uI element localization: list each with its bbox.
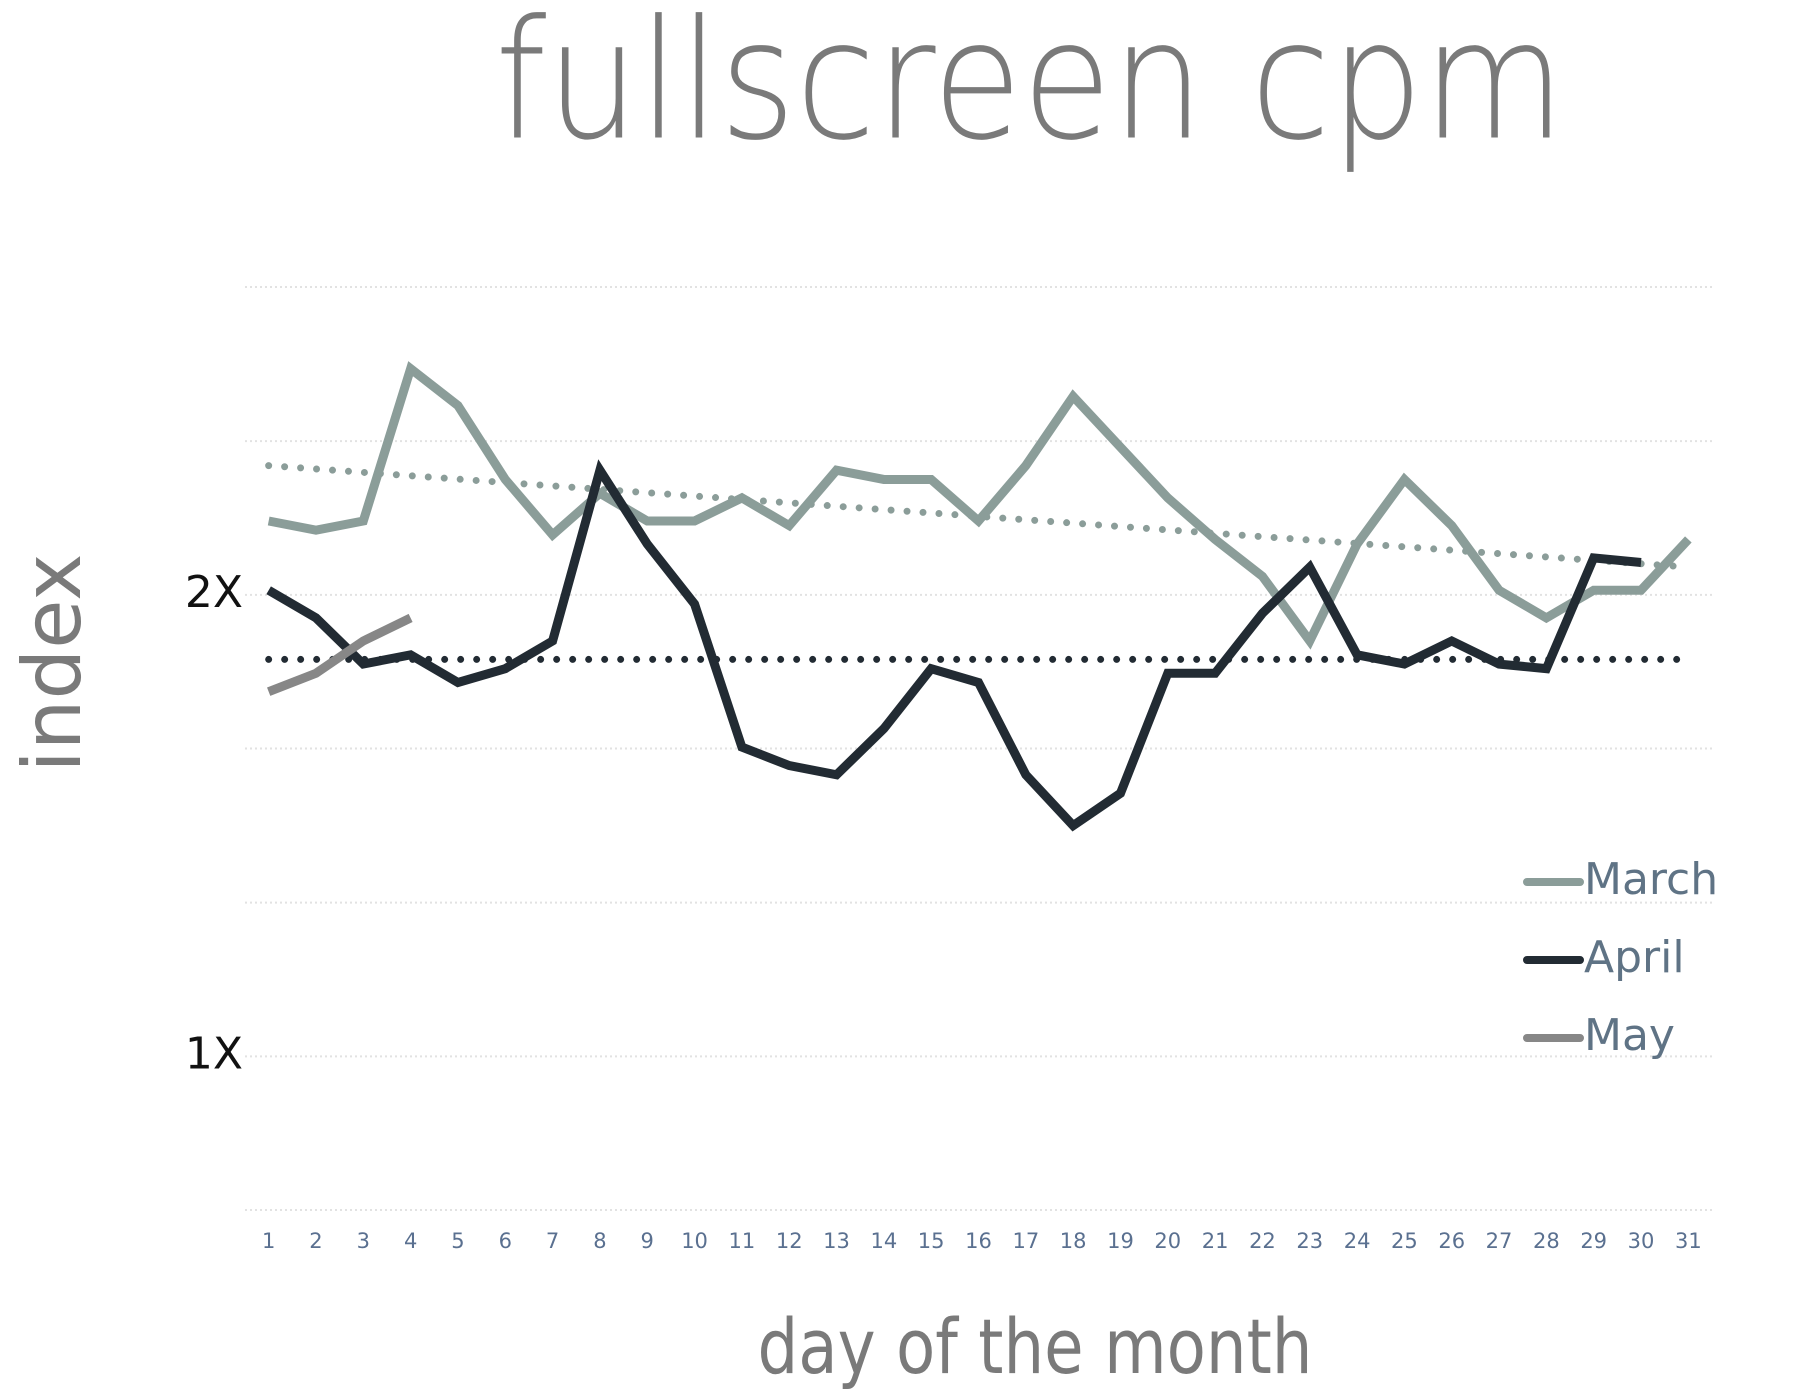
x-tick-label: 11 bbox=[729, 1229, 756, 1253]
x-tick-label: 20 bbox=[1154, 1229, 1181, 1253]
x-axis-label: day of the month bbox=[758, 1302, 1313, 1391]
x-tick-label: 21 bbox=[1202, 1229, 1229, 1253]
x-tick-label: 27 bbox=[1486, 1229, 1513, 1253]
x-tick-label: 17 bbox=[1012, 1229, 1039, 1253]
x-tick-label: 1 bbox=[262, 1229, 275, 1253]
x-tick-label: 13 bbox=[823, 1229, 850, 1253]
y-tick-label: 2X bbox=[185, 567, 243, 618]
x-tick-label: 15 bbox=[918, 1229, 945, 1253]
x-tick-label: 5 bbox=[451, 1229, 464, 1253]
x-tick-label: 24 bbox=[1344, 1229, 1371, 1253]
x-tick-label: 6 bbox=[499, 1229, 512, 1253]
series-line bbox=[266, 459, 1642, 832]
series-line bbox=[267, 361, 1692, 650]
legend-label: March bbox=[1584, 854, 1718, 905]
x-tick-label: 2 bbox=[309, 1229, 322, 1253]
y-tick-label: 1X bbox=[185, 1028, 243, 1079]
legend-label: April bbox=[1584, 932, 1685, 983]
x-tick-label: 31 bbox=[1675, 1229, 1702, 1253]
x-tick-label: 16 bbox=[965, 1229, 992, 1253]
x-tick-label: 28 bbox=[1533, 1229, 1560, 1253]
x-tick-label: 18 bbox=[1060, 1229, 1087, 1253]
x-tick-label: 22 bbox=[1249, 1229, 1276, 1253]
x-tick-label: 3 bbox=[357, 1229, 370, 1253]
x-tick-label: 4 bbox=[404, 1229, 417, 1253]
x-tick-label: 12 bbox=[776, 1229, 803, 1253]
x-tick-label: 23 bbox=[1296, 1229, 1323, 1253]
chart-title: fullscreen cpm bbox=[495, 0, 1565, 177]
x-tick-label: 10 bbox=[681, 1229, 708, 1253]
series-line bbox=[267, 613, 413, 696]
legend-label: May bbox=[1584, 1010, 1675, 1061]
x-tick-label: 14 bbox=[870, 1229, 897, 1253]
x-tick-label: 25 bbox=[1391, 1229, 1418, 1253]
x-tick-label: 26 bbox=[1438, 1229, 1465, 1253]
x-tick-label: 29 bbox=[1580, 1229, 1607, 1253]
x-tick-label: 9 bbox=[641, 1229, 654, 1253]
y-axis-label: index bbox=[6, 554, 99, 773]
x-tick-label: 19 bbox=[1107, 1229, 1134, 1253]
x-tick-label: 8 bbox=[593, 1229, 606, 1253]
x-tick-label: 7 bbox=[546, 1229, 559, 1253]
x-tick-label: 30 bbox=[1628, 1229, 1655, 1253]
